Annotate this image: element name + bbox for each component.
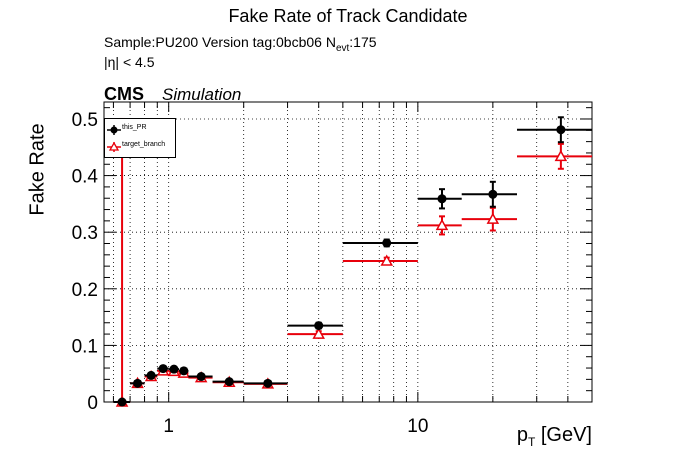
tick-labels: 1 10 0 0.1 0.2 0.3 0.4 0.5 (72, 110, 429, 437)
data-point (169, 364, 179, 374)
chart-subtitle-sample: Sample:PU200 Version tag:0bcb06 Nevt:175 (104, 34, 377, 54)
data-point (314, 321, 324, 331)
chart-subtitle-eta: |η| < 4.5 (104, 54, 155, 70)
data-point (158, 364, 168, 374)
plot-frame (103, 101, 593, 403)
data-point (146, 370, 156, 380)
y-tick-label: 0 (87, 393, 98, 414)
data-point (488, 189, 498, 199)
legend-entry-target-branch: target_branch (105, 140, 175, 154)
chart-title: Fake Rate of Track Candidate (228, 6, 468, 26)
data-point (380, 254, 393, 266)
data-point (437, 194, 447, 204)
x-axis-label-unit: [GeV] (535, 424, 592, 446)
data-point (486, 212, 500, 224)
x-tick-label: 1 (163, 416, 174, 437)
axes (103, 101, 593, 403)
x-axis-label-sub: T (527, 435, 536, 449)
legend-marker-triangle-icon (107, 141, 121, 152)
nevt-value: :175 (349, 34, 377, 50)
data-point (382, 238, 392, 248)
data-point (179, 366, 189, 376)
legend: this_PR target_branch (104, 118, 176, 158)
data-point (312, 327, 325, 339)
data-point (556, 125, 566, 135)
series-this_PR (113, 116, 592, 407)
data-point (117, 397, 127, 407)
simulation-label: Simulation (162, 85, 242, 104)
subtitle-text: Sample:PU200 Version tag:0bcb06 N (104, 34, 336, 50)
legend-label-this-pr: this_PR (122, 124, 147, 131)
y-axis-label: Fake Rate (26, 123, 49, 216)
cms-label: CMS (104, 84, 144, 104)
x-axis-label-main: p (516, 424, 528, 446)
grid-lines (104, 102, 593, 403)
legend-label-target-branch: target_branch (122, 141, 166, 148)
data-point (435, 218, 449, 231)
nevt-subscript: evt (335, 42, 350, 54)
y-tick-label: 0.3 (72, 223, 98, 244)
data-marks (113, 116, 592, 407)
data-point (263, 378, 273, 388)
legend-marker-circle-icon (107, 125, 121, 135)
y-tick-label: 0.1 (72, 336, 98, 357)
series-target_branch (113, 117, 592, 407)
x-axis-label: pT [GeV] (517, 424, 592, 449)
y-tick-label: 0.5 (72, 110, 98, 131)
data-point (196, 372, 206, 382)
data-point (224, 377, 234, 387)
data-point (554, 149, 568, 162)
legend-entry-this-pr: this_PR (105, 123, 175, 137)
y-tick-label: 0.4 (72, 167, 99, 188)
data-point (133, 378, 143, 388)
x-tick-label: 10 (407, 416, 428, 437)
y-tick-label: 0.2 (72, 280, 98, 301)
